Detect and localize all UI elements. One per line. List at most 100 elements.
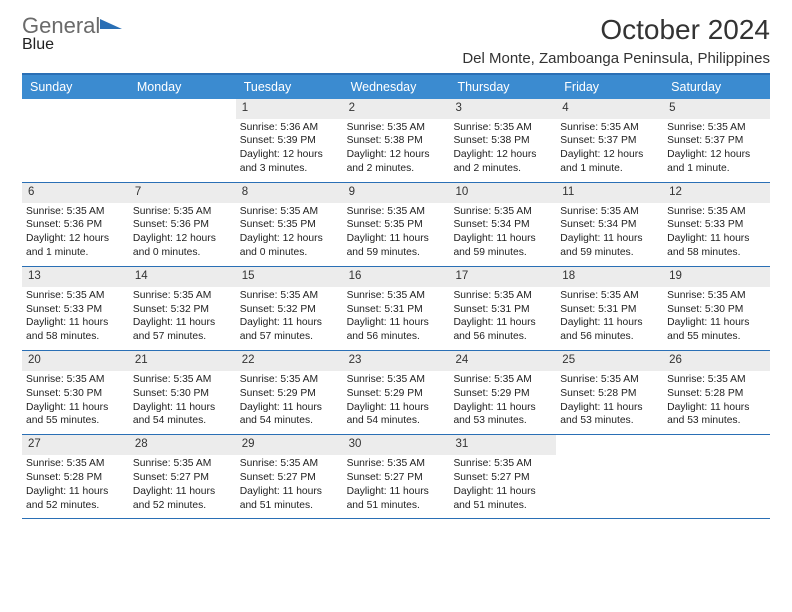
day-info-line: and 0 minutes. (133, 246, 232, 260)
day-info-line: Sunset: 5:38 PM (347, 134, 446, 148)
day-info-line: and 56 minutes. (560, 330, 659, 344)
day-cell: 21 Sunrise: 5:35 AMSunset: 5:30 PMDayligh… (129, 351, 236, 434)
day-info-line: Sunset: 5:33 PM (26, 303, 125, 317)
day-cell: 6Sunrise: 5:35 AMSunset: 5:36 PMDaylight… (22, 183, 129, 266)
day-info-line: Daylight: 11 hours (133, 316, 232, 330)
logo-text-1: General (22, 14, 100, 37)
day-of-week-row: SundayMondayTuesdayWednesdayThursdayFrid… (22, 75, 770, 99)
day-info-line: Sunset: 5:36 PM (133, 218, 232, 232)
day-info-line: Daylight: 11 hours (133, 485, 232, 499)
day-info-line: Daylight: 11 hours (240, 401, 339, 415)
day-cell: 25Sunrise: 5:35 AMSunset: 5:28 PMDayligh… (556, 351, 663, 434)
day-cell: 30Sunrise: 5:35 AMSunset: 5:27 PMDayligh… (343, 435, 450, 518)
day-info-line: Sunrise: 5:35 AM (26, 457, 125, 471)
day-number: 20 (22, 351, 129, 371)
day-cell: 27Sunrise: 5:35 AMSunset: 5:28 PMDayligh… (22, 435, 129, 518)
day-cell: 12Sunrise: 5:35 AMSunset: 5:33 PMDayligh… (663, 183, 770, 266)
day-number: 4 (556, 99, 663, 119)
day-info-line: Sunset: 5:31 PM (560, 303, 659, 317)
day-info-line: Daylight: 12 hours (667, 148, 766, 162)
day-cell: 16Sunrise: 5:35 AMSunset: 5:31 PMDayligh… (343, 267, 450, 350)
day-info-line: Sunrise: 5:35 AM (133, 373, 232, 387)
header: General Blue October 2024 Del Monte, Zam… (22, 14, 770, 67)
day-info-line: Sunset: 5:37 PM (667, 134, 766, 148)
day-info-line: Sunset: 5:27 PM (133, 471, 232, 485)
day-info-line: Sunset: 5:34 PM (560, 218, 659, 232)
day-number: 19 (663, 267, 770, 287)
day-cell-empty (22, 99, 129, 182)
day-info-line: Daylight: 11 hours (667, 316, 766, 330)
day-number: 18 (556, 267, 663, 287)
day-info-line: Daylight: 12 hours (560, 148, 659, 162)
day-info-line: Sunset: 5:37 PM (560, 134, 659, 148)
day-info-line: Sunset: 5:27 PM (240, 471, 339, 485)
logo-triangle-icon (100, 14, 122, 37)
week-row: 1Sunrise: 5:36 AMSunset: 5:39 PMDaylight… (22, 99, 770, 183)
day-cell: 22Sunrise: 5:35 AMSunset: 5:29 PMDayligh… (236, 351, 343, 434)
day-number: 7 (129, 183, 236, 203)
day-info-line: Sunrise: 5:35 AM (453, 121, 552, 135)
day-info-line: Daylight: 12 hours (240, 232, 339, 246)
day-cell: 11Sunrise: 5:35 AMSunset: 5:34 PMDayligh… (556, 183, 663, 266)
day-number: 31 (449, 435, 556, 455)
day-info-line: Daylight: 12 hours (240, 148, 339, 162)
day-number: 1 (236, 99, 343, 119)
day-number: 9 (343, 183, 450, 203)
day-info-line: Sunset: 5:29 PM (347, 387, 446, 401)
day-info-line: Sunrise: 5:35 AM (347, 373, 446, 387)
day-info-line: Daylight: 11 hours (347, 316, 446, 330)
day-info-line: Sunset: 5:36 PM (26, 218, 125, 232)
day-info-line: and 53 minutes. (560, 414, 659, 428)
location: Del Monte, Zamboanga Peninsula, Philippi… (462, 50, 770, 67)
day-info-line: and 59 minutes. (560, 246, 659, 260)
day-info-line: Sunrise: 5:35 AM (347, 289, 446, 303)
day-cell: 8Sunrise: 5:35 AMSunset: 5:35 PMDaylight… (236, 183, 343, 266)
day-info-line: Sunrise: 5:35 AM (453, 457, 552, 471)
day-info-line: Sunset: 5:35 PM (240, 218, 339, 232)
day-info-line: Daylight: 12 hours (347, 148, 446, 162)
day-info-line: and 57 minutes. (133, 330, 232, 344)
day-number: 10 (449, 183, 556, 203)
dow-cell: Wednesday (343, 75, 450, 99)
day-cell: 1Sunrise: 5:36 AMSunset: 5:39 PMDaylight… (236, 99, 343, 182)
day-info-line: Sunset: 5:30 PM (133, 387, 232, 401)
day-info-line: and 51 minutes. (240, 499, 339, 513)
day-cell-empty (129, 99, 236, 182)
day-number: 8 (236, 183, 343, 203)
day-info-line: Sunset: 5:31 PM (453, 303, 552, 317)
day-cell: 2Sunrise: 5:35 AMSunset: 5:38 PMDaylight… (343, 99, 450, 182)
day-info-line: and 2 minutes. (347, 162, 446, 176)
day-info-line: and 59 minutes. (453, 246, 552, 260)
day-cell: 28 Sunrise: 5:35 AMSunset: 5:27 PMDayligh… (129, 435, 236, 518)
day-info-line: Daylight: 11 hours (453, 485, 552, 499)
day-info-line: Sunrise: 5:35 AM (240, 457, 339, 471)
dow-cell: Friday (556, 75, 663, 99)
day-info-line: and 3 minutes. (240, 162, 339, 176)
day-number: 28 (129, 435, 236, 455)
day-info-line: Sunrise: 5:36 AM (240, 121, 339, 135)
day-info-line: Sunset: 5:28 PM (26, 471, 125, 485)
day-info-line: Daylight: 11 hours (133, 401, 232, 415)
day-info-line: Sunrise: 5:35 AM (133, 457, 232, 471)
day-info-line: Sunrise: 5:35 AM (240, 289, 339, 303)
day-info-line: Daylight: 11 hours (240, 485, 339, 499)
day-info-line: Daylight: 11 hours (347, 232, 446, 246)
day-info-line: Daylight: 11 hours (26, 316, 125, 330)
day-info-line: and 51 minutes. (453, 499, 552, 513)
day-info-line: Sunrise: 5:35 AM (26, 373, 125, 387)
day-info-line: Sunrise: 5:35 AM (667, 205, 766, 219)
day-info-line: Sunset: 5:30 PM (667, 303, 766, 317)
day-info-line: Sunrise: 5:35 AM (560, 121, 659, 135)
day-number: 25 (556, 351, 663, 371)
day-info-line: and 54 minutes. (133, 414, 232, 428)
day-info-line: Daylight: 11 hours (667, 232, 766, 246)
day-info-line: Daylight: 11 hours (453, 316, 552, 330)
day-info-line: Sunrise: 5:35 AM (26, 289, 125, 303)
day-number: 17 (449, 267, 556, 287)
day-info-line: Daylight: 11 hours (560, 232, 659, 246)
logo-text-2: Blue (22, 36, 54, 53)
day-info-line: and 58 minutes. (26, 330, 125, 344)
day-number: 29 (236, 435, 343, 455)
day-number: 21 (129, 351, 236, 371)
day-info-line: and 2 minutes. (453, 162, 552, 176)
